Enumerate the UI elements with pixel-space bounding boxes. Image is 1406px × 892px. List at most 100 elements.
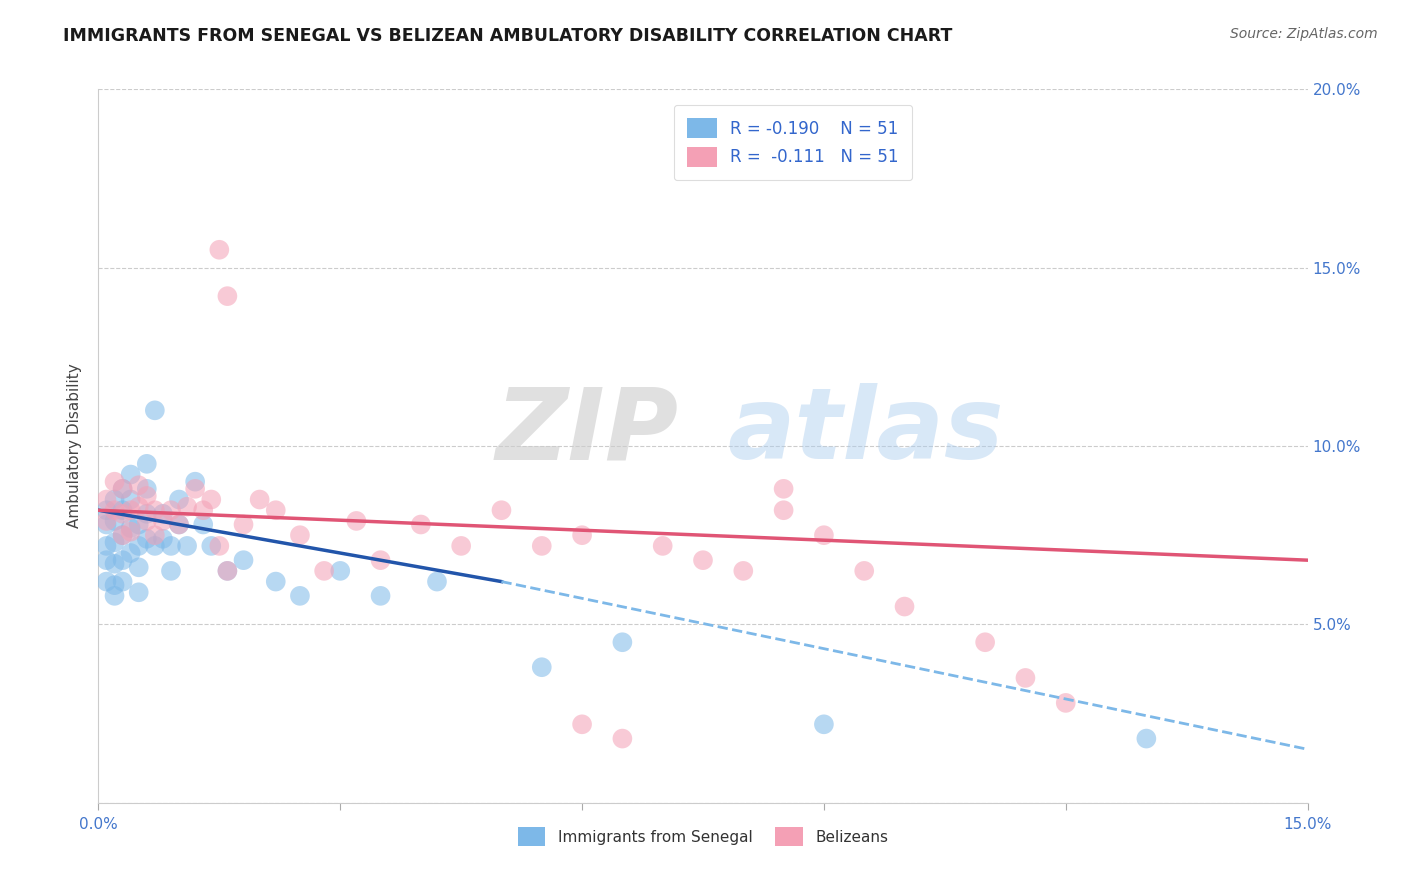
- Point: [103, 475, 125, 489]
- Point: [135, 532, 157, 546]
- Point: [96, 514, 118, 528]
- Point: [893, 599, 915, 614]
- Point: [1014, 671, 1036, 685]
- Point: [612, 731, 634, 746]
- Point: [1135, 731, 1157, 746]
- Point: [200, 492, 222, 507]
- Point: [103, 557, 125, 571]
- Point: [103, 503, 125, 517]
- Point: [176, 500, 198, 514]
- Point: [208, 243, 231, 257]
- Point: [1054, 696, 1077, 710]
- Text: ZIP: ZIP: [496, 384, 679, 480]
- Point: [571, 717, 593, 731]
- Point: [96, 553, 118, 567]
- Point: [217, 564, 239, 578]
- Point: [264, 503, 287, 517]
- Point: [143, 403, 166, 417]
- Point: [103, 514, 125, 528]
- Point: [103, 589, 125, 603]
- Point: [111, 503, 134, 517]
- Point: [111, 507, 134, 521]
- Point: [370, 553, 392, 567]
- Point: [128, 500, 150, 514]
- Point: [184, 482, 207, 496]
- Point: [135, 507, 157, 521]
- Point: [152, 532, 174, 546]
- Point: [288, 589, 311, 603]
- Point: [120, 524, 142, 539]
- Point: [450, 539, 472, 553]
- Point: [111, 553, 134, 567]
- Point: [96, 517, 118, 532]
- Point: [167, 517, 190, 532]
- Point: [143, 528, 166, 542]
- Point: [264, 574, 287, 589]
- Point: [409, 517, 432, 532]
- Point: [426, 574, 449, 589]
- Point: [135, 482, 157, 496]
- Point: [167, 517, 190, 532]
- Point: [974, 635, 997, 649]
- Point: [344, 514, 367, 528]
- Point: [152, 507, 174, 521]
- Point: [530, 539, 553, 553]
- Point: [120, 503, 142, 517]
- Point: [103, 578, 125, 592]
- Point: [167, 492, 190, 507]
- Point: [128, 517, 150, 532]
- Point: [651, 539, 673, 553]
- Point: [160, 503, 183, 517]
- Point: [217, 564, 239, 578]
- Point: [288, 528, 311, 542]
- Point: [208, 539, 231, 553]
- Text: atlas: atlas: [727, 384, 1004, 480]
- Point: [96, 492, 118, 507]
- Point: [128, 560, 150, 574]
- Point: [120, 521, 142, 535]
- Point: [370, 589, 392, 603]
- Point: [692, 553, 714, 567]
- Point: [853, 564, 876, 578]
- Point: [184, 475, 207, 489]
- Point: [135, 457, 157, 471]
- Point: [200, 539, 222, 553]
- Point: [111, 482, 134, 496]
- Point: [571, 528, 593, 542]
- Point: [772, 482, 794, 496]
- Point: [232, 553, 254, 567]
- Point: [96, 503, 118, 517]
- Point: [111, 528, 134, 542]
- Point: [135, 489, 157, 503]
- Point: [111, 528, 134, 542]
- Point: [111, 482, 134, 496]
- Point: [160, 539, 183, 553]
- Y-axis label: Ambulatory Disability: Ambulatory Disability: [67, 364, 83, 528]
- Point: [314, 564, 336, 578]
- Point: [143, 539, 166, 553]
- Point: [733, 564, 755, 578]
- Point: [813, 717, 835, 731]
- Text: IMMIGRANTS FROM SENEGAL VS BELIZEAN AMBULATORY DISABILITY CORRELATION CHART: IMMIGRANTS FROM SENEGAL VS BELIZEAN AMBU…: [63, 27, 953, 45]
- Point: [120, 546, 142, 560]
- Point: [96, 574, 118, 589]
- Point: [103, 535, 125, 549]
- Point: [772, 503, 794, 517]
- Point: [96, 539, 118, 553]
- Point: [232, 517, 254, 532]
- Text: Source: ZipAtlas.com: Source: ZipAtlas.com: [1230, 27, 1378, 41]
- Point: [135, 514, 157, 528]
- Point: [152, 514, 174, 528]
- Point: [143, 503, 166, 517]
- Point: [160, 564, 183, 578]
- Point: [813, 528, 835, 542]
- Point: [193, 517, 215, 532]
- Point: [120, 492, 142, 507]
- Point: [120, 467, 142, 482]
- Point: [176, 539, 198, 553]
- Point: [249, 492, 271, 507]
- Point: [491, 503, 513, 517]
- Point: [530, 660, 553, 674]
- Point: [103, 492, 125, 507]
- Point: [128, 539, 150, 553]
